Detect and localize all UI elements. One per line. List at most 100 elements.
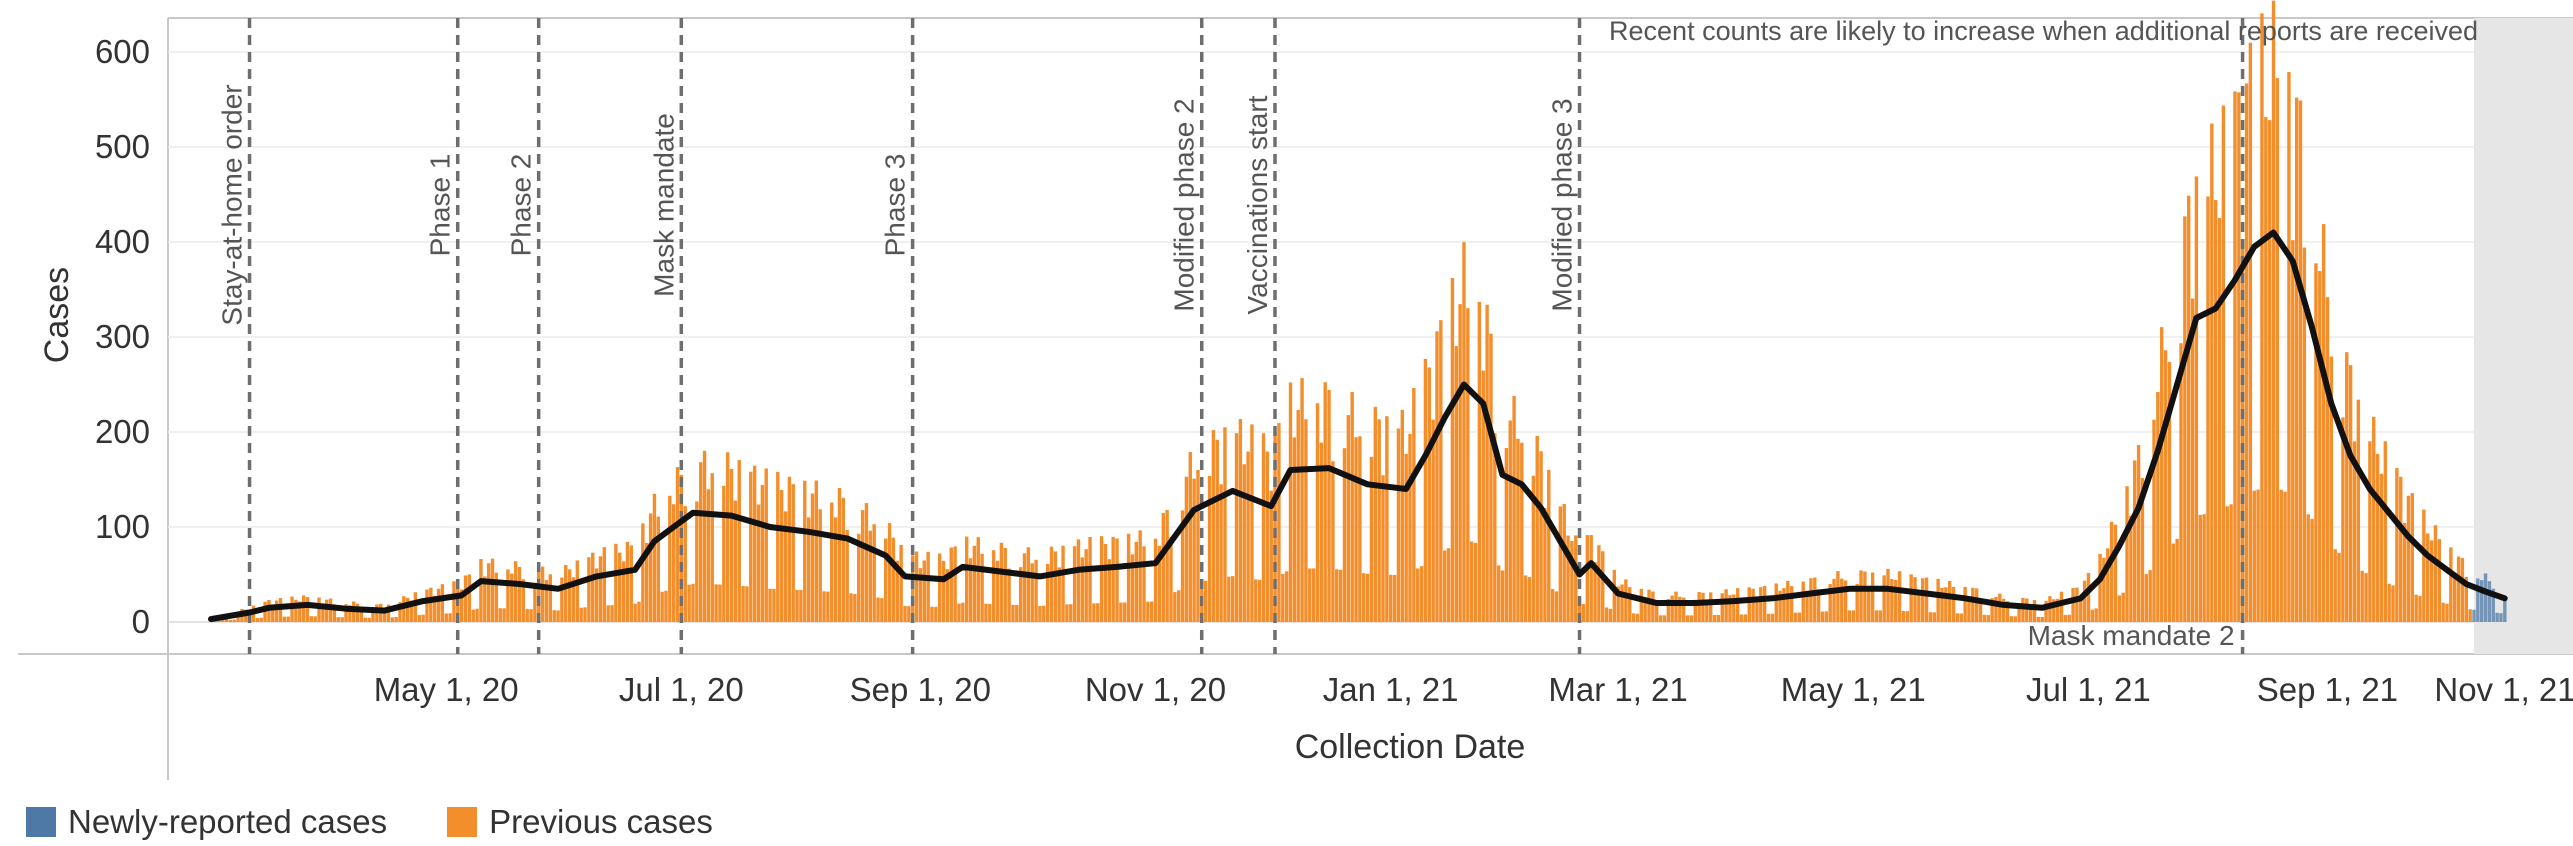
bar: [278, 598, 283, 622]
bar: [421, 614, 425, 622]
bar: [1412, 387, 1416, 622]
bar: [510, 573, 514, 622]
bar: [1535, 435, 1539, 622]
bar: [1766, 613, 1771, 622]
bar: [733, 500, 738, 622]
bar: [2140, 478, 2145, 622]
event-label: Stay-at-home order: [217, 84, 248, 325]
bar: [864, 503, 869, 622]
bar: [2271, 0, 2276, 622]
bar: [1076, 539, 1081, 622]
bar: [2283, 491, 2287, 622]
bar: [618, 552, 622, 622]
bar: [2032, 600, 2037, 622]
bar: [1219, 484, 1223, 622]
x-tick-label: Sep 1, 21: [2257, 671, 2398, 708]
bar: [1786, 580, 1790, 622]
bar: [1300, 378, 1304, 622]
bar: [2306, 514, 2310, 622]
bar: [2372, 416, 2376, 622]
bar: [1859, 570, 1863, 622]
legend-item-previous[interactable]: Previous cases: [447, 803, 713, 841]
bar: [1161, 513, 1165, 622]
bar: [2206, 196, 2210, 622]
bar: [606, 605, 610, 622]
bar: [2044, 600, 2048, 622]
bar: [1604, 607, 1609, 622]
bar: [2483, 573, 2488, 622]
legend-item-new[interactable]: Newly-reported cases: [26, 803, 387, 841]
bar: [475, 608, 479, 622]
bar: [648, 513, 653, 622]
bar: [467, 574, 472, 622]
bar: [1203, 580, 1208, 622]
bar: [1362, 573, 1366, 622]
bar: [2267, 120, 2272, 623]
bar: [298, 601, 302, 622]
bar: [533, 582, 537, 622]
bar: [1423, 358, 1428, 622]
bar: [1254, 579, 1258, 622]
bar: [1277, 423, 1281, 622]
bar: [471, 609, 475, 622]
bar: [1832, 578, 1836, 622]
bar: [633, 603, 637, 622]
bar: [1762, 586, 1767, 622]
bar: [1396, 428, 1401, 622]
bar: [1581, 604, 1586, 622]
bar: [1735, 588, 1740, 622]
bar: [845, 530, 849, 622]
bar: [1427, 367, 1431, 622]
bar: [390, 617, 394, 622]
bar: [668, 495, 672, 622]
bar: [1493, 433, 1497, 622]
bar: [918, 568, 923, 622]
bar: [2314, 263, 2318, 622]
bar: [402, 596, 406, 622]
bar: [1373, 406, 1378, 622]
bar: [2329, 356, 2334, 622]
bar: [1099, 536, 1104, 622]
bar: [2163, 350, 2168, 622]
bar: [2055, 598, 2060, 622]
bar: [2252, 490, 2256, 622]
bar: [1315, 403, 1320, 622]
bar: [1720, 593, 1724, 622]
bar: [2190, 298, 2195, 622]
bar: [1435, 331, 1439, 622]
bar: [1643, 597, 1647, 622]
bar: [1146, 601, 1150, 622]
bar: [2040, 617, 2044, 622]
recent-period-shade: [2473, 18, 2573, 654]
bar: [2194, 176, 2199, 623]
bar: [1327, 390, 1331, 622]
bar: [887, 523, 892, 622]
bar: [1782, 588, 1786, 622]
bar: [1026, 547, 1031, 622]
bar: [1816, 589, 1821, 622]
bar: [2005, 600, 2010, 622]
bar: [398, 602, 402, 622]
bar: [1628, 587, 1632, 622]
bar: [2429, 540, 2434, 622]
y-tick-label: 100: [95, 508, 150, 545]
bar: [2152, 419, 2156, 622]
x-axis-title: Collection Date: [1295, 728, 1526, 766]
bar: [1917, 590, 1921, 622]
bar: [914, 551, 919, 622]
bar: [386, 604, 391, 622]
bar: [571, 577, 576, 622]
bar: [1045, 563, 1050, 622]
bar: [2337, 552, 2341, 622]
bar: [706, 489, 711, 622]
legend: Newly-reported cases Previous cases: [26, 803, 713, 841]
bar: [382, 608, 387, 622]
bar: [972, 545, 977, 622]
bar: [2375, 453, 2380, 622]
bar: [2067, 614, 2071, 622]
bar: [2248, 42, 2253, 622]
bar: [1751, 588, 1755, 622]
bar: [444, 613, 448, 622]
bar: [317, 597, 321, 622]
bar: [2341, 417, 2345, 622]
